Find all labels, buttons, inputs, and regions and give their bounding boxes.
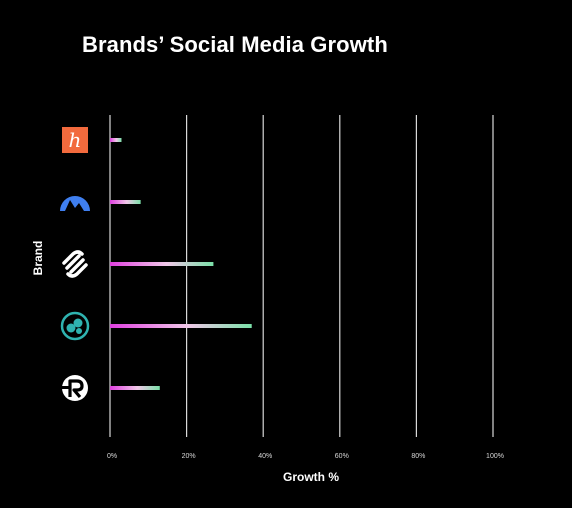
bar-blue-mountain <box>110 200 141 204</box>
x-tick-label: 0% <box>107 453 117 460</box>
bar-teal-circles <box>110 324 252 328</box>
x-tick-label: 40% <box>258 453 272 460</box>
blue-mountain-logo-icon <box>60 196 90 211</box>
bar-squarespace <box>110 262 214 266</box>
bar-r-circle <box>110 386 160 390</box>
teal-circles-logo-icon <box>60 311 90 341</box>
x-tick-label: 80% <box>411 453 425 460</box>
x-axis-label: Growth % <box>283 470 339 484</box>
chart-title: Brands’ Social Media Growth <box>82 32 388 57</box>
x-tick-label: 100% <box>486 453 504 460</box>
x-tick-label: 20% <box>182 453 196 460</box>
svg-text:h: h <box>69 128 82 152</box>
orange-h-logo-icon: h <box>62 127 88 153</box>
r-circle-logo-icon <box>61 375 88 401</box>
bar-orange-h <box>110 138 122 142</box>
x-tick-label: 60% <box>335 453 349 460</box>
squarespace-logo-icon <box>62 250 88 278</box>
